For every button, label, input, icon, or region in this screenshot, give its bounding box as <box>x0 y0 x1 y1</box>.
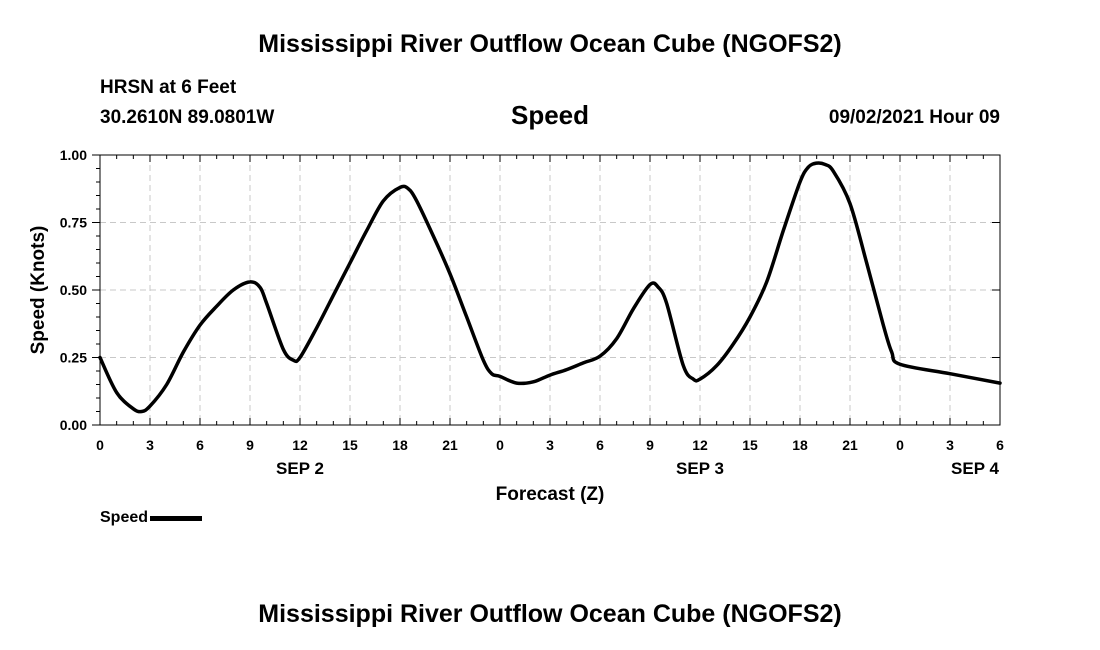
x-tick-label: 15 <box>342 437 358 453</box>
x-tick-label: 9 <box>246 437 254 453</box>
plot-frame <box>99 154 1001 426</box>
x-tick-label: 3 <box>546 437 554 453</box>
x-tick-label: 6 <box>996 437 1004 453</box>
x-tick-label: 21 <box>442 437 458 453</box>
x-tick-label: 9 <box>646 437 654 453</box>
y-tick-label: 1.00 <box>60 147 87 163</box>
legend-swatch <box>150 515 203 521</box>
date-label: SEP 3 <box>676 459 724 478</box>
legend-label: Speed <box>100 509 149 526</box>
y-tick-label: 0.75 <box>60 215 87 231</box>
x-tick-label: 12 <box>692 437 708 453</box>
x-tick-label: 18 <box>392 437 408 453</box>
legend: Speed <box>100 509 203 527</box>
y-axis-title: Speed (Knots) <box>28 226 49 355</box>
series-line-speed <box>98 161 1002 414</box>
coordinates-label: 30.2610N 89.0801W <box>100 107 275 128</box>
x-tick-label: 15 <box>742 437 758 453</box>
y-tick-label: 0.50 <box>60 282 87 298</box>
x-tick-label: 0 <box>96 437 104 453</box>
x-tick-label: 21 <box>842 437 858 453</box>
x-tick-label: 3 <box>146 437 154 453</box>
x-tick-label: 6 <box>596 437 604 453</box>
axis-labels: 0 3 6 9 12 15 18 21 0 3 6 9 12 15 18 21 0 3 6 0.00 0.25 0.50 0… <box>60 147 1004 478</box>
y-tick-label: 0.25 <box>60 350 87 366</box>
x-tick-label: 0 <box>496 437 504 453</box>
x-tick-label: 3 <box>946 437 954 453</box>
x-tick-label: 6 <box>196 437 204 453</box>
footer-title: Mississippi River Outflow Ocean Cube (NG… <box>258 600 842 628</box>
page-title: Mississippi River Outflow Ocean Cube (NG… <box>258 30 842 58</box>
x-tick-label: 18 <box>792 437 808 453</box>
date-label: SEP 4 <box>951 459 999 478</box>
variable-title: Speed <box>510 100 590 130</box>
x-tick-label: 12 <box>292 437 308 453</box>
datetime-label: 09/02/2021 Hour 09 <box>828 107 1000 128</box>
series-layer <box>98 161 1002 414</box>
y-tick-label: 0.00 <box>60 417 87 433</box>
x-axis-title: Forecast (Z) <box>496 484 605 505</box>
x-tick-label: 0 <box>896 437 904 453</box>
station-label: HRSN at 6 Feet <box>100 77 237 98</box>
date-label: SEP 2 <box>276 459 324 478</box>
